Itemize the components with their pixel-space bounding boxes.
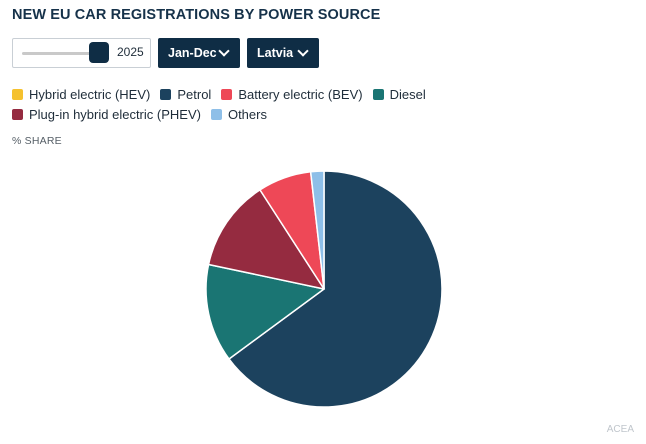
legend-swatch <box>160 88 172 100</box>
legend-item[interactable]: Hybrid electric (HEV) <box>12 86 150 102</box>
chart-title: NEW EU CAR REGISTRATIONS BY POWER SOURCE <box>12 7 381 23</box>
legend-swatch <box>12 88 23 100</box>
legend-label: Diesel <box>389 86 426 102</box>
country-dropdown-label: Latvia <box>257 46 294 60</box>
chevron-down-icon <box>297 45 309 57</box>
axis-unit-label: % SHARE <box>12 135 62 147</box>
legend-label: Others <box>227 106 267 122</box>
legend-item[interactable]: Others <box>210 106 267 122</box>
year-slider[interactable]: 2025 <box>12 38 151 68</box>
year-value: 2025 <box>117 45 144 59</box>
legend-label: Battery electric (BEV) <box>238 86 363 102</box>
legend-swatch <box>12 108 23 120</box>
legend-swatch <box>210 108 222 120</box>
year-slider-thumb[interactable] <box>89 42 109 63</box>
legend-item[interactable]: Battery electric (BEV) <box>221 86 363 102</box>
legend-item[interactable]: Diesel <box>372 86 426 102</box>
chart-legend: Hybrid electric (HEV) Petrol Battery elect… <box>12 86 622 122</box>
pie-slice-petrol[interactable] <box>228 170 443 408</box>
chevron-down-icon <box>218 45 230 57</box>
legend-swatch <box>221 88 233 100</box>
pie-chart <box>205 170 443 408</box>
legend-label: Petrol <box>177 86 212 102</box>
legend-item[interactable]: Plug-in hybrid electric (PHEV) <box>12 106 201 122</box>
legend-label: Plug-in hybrid electric (PHEV) <box>29 106 201 122</box>
year-slider-track[interactable] <box>22 52 100 55</box>
legend-swatch <box>372 88 384 100</box>
period-dropdown[interactable]: Jan-Dec <box>158 38 240 68</box>
legend-label: Hybrid electric (HEV) <box>29 86 151 102</box>
legend-item[interactable]: Petrol <box>160 86 211 102</box>
period-dropdown-label: Jan-Dec <box>168 46 217 60</box>
pie-slice-diesel[interactable] <box>205 263 325 360</box>
country-dropdown[interactable]: Latvia <box>247 38 319 68</box>
pie-slice-others[interactable] <box>309 170 325 290</box>
pie-slice-plug-in-hybrid-electric-phev[interactable] <box>207 189 325 290</box>
source-label: ACEA <box>606 424 634 435</box>
